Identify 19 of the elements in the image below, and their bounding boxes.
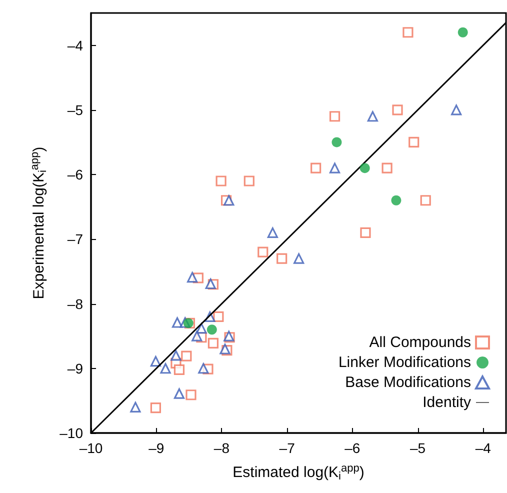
y-tick-label: –7 <box>67 231 84 248</box>
y-tick-label: –9 <box>67 360 84 376</box>
y-axis-title: Experimental log(Kiapp) <box>29 146 50 300</box>
x-tick-label: –9 <box>148 440 164 456</box>
y-tick-label: –8 <box>67 296 84 312</box>
y-tick-label: –4 <box>67 37 84 54</box>
x-tick-label: –8 <box>214 440 230 456</box>
x-tick-label: –7 <box>279 440 296 456</box>
legend-label: Identity <box>422 394 472 411</box>
y-tick-label: –10 <box>60 425 84 441</box>
x-tick-label: –4 <box>475 440 492 456</box>
x-tick-label: –10 <box>79 440 103 456</box>
x-tick-label: –5 <box>410 440 426 456</box>
x-tick-label: –6 <box>344 440 360 456</box>
y-tick-label: –5 <box>67 102 84 118</box>
legend-label: All Compounds <box>369 334 471 351</box>
legend-label: Base Modifications <box>345 374 471 391</box>
legend-label: Linker Modifications <box>338 354 471 371</box>
y-tick-label: –6 <box>67 166 84 183</box>
